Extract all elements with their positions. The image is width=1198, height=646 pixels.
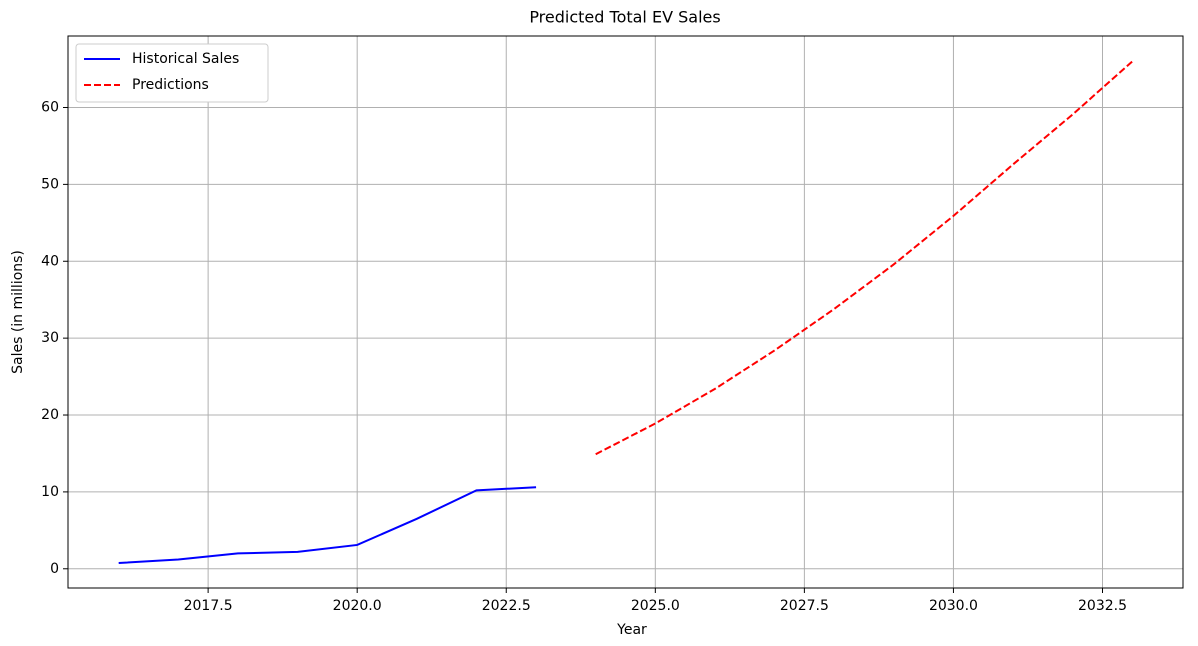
x-tick-label: 2017.5 bbox=[184, 598, 233, 614]
y-tick-label: 30 bbox=[41, 330, 59, 346]
x-tick-label: 2020.0 bbox=[333, 598, 382, 614]
legend-box bbox=[75, 43, 269, 103]
legend-label: Predictions bbox=[132, 77, 209, 93]
x-tick-label: 2022.5 bbox=[482, 598, 531, 614]
x-tick-label: 2025.0 bbox=[631, 598, 680, 614]
x-tick-label: 2030.0 bbox=[929, 598, 978, 614]
y-tick-label: 20 bbox=[41, 407, 59, 423]
legend-label: Historical Sales bbox=[132, 51, 239, 67]
series-line bbox=[118, 486, 537, 565]
y-tick-label: 10 bbox=[41, 484, 59, 500]
plot-frame bbox=[67, 35, 1184, 589]
y-axis-label: Sales (in millions) bbox=[10, 250, 26, 374]
y-tick-label: 0 bbox=[50, 561, 59, 577]
y-tick-label: 40 bbox=[41, 253, 59, 269]
y-tick-label: 50 bbox=[41, 176, 59, 192]
chart-title: Predicted Total EV Sales bbox=[529, 8, 720, 27]
series-line bbox=[595, 60, 1133, 456]
x-axis-label: Year bbox=[616, 622, 647, 638]
legend: Historical Sales Predictions bbox=[75, 43, 269, 103]
x-tick-label: 2032.5 bbox=[1078, 598, 1127, 614]
x-tick-label: 2027.5 bbox=[780, 598, 829, 614]
y-tick-label: 60 bbox=[41, 99, 59, 115]
